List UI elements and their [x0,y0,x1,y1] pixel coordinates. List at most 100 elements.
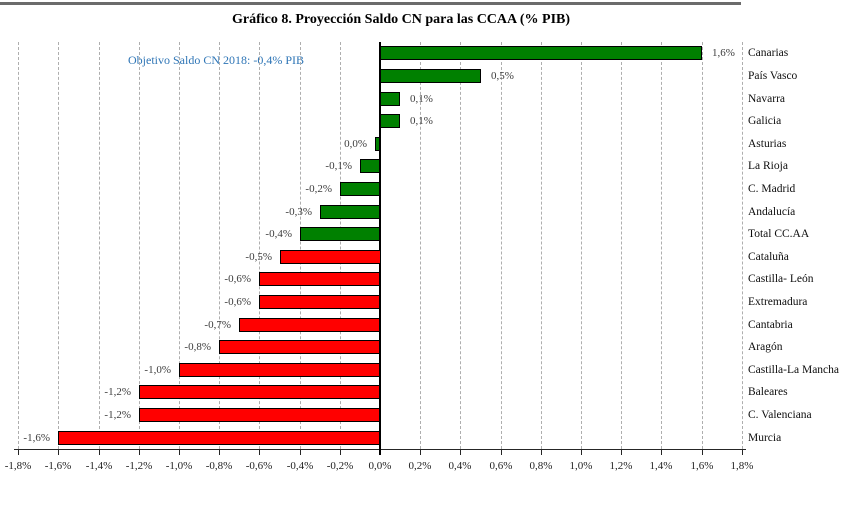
axis-tick [219,449,220,455]
x-tick-label: 1,2% [609,460,633,472]
category-label: Extremadura [748,296,808,308]
x-tick-label: -1,2% [125,460,153,472]
objective-annotation: Objetivo Saldo CN 2018: -0,4% PIB [128,53,304,67]
bar [259,295,380,309]
axis-tick [501,449,502,455]
bar-value-label: -0,2% [305,183,332,195]
gridline [420,42,421,449]
x-tick-label: -0,8% [205,460,233,472]
axis-tick [460,449,461,455]
bar-value-label: -0,8% [184,341,211,353]
title-wrap: Gráfico 8. Proyección Saldo CN para las … [0,10,802,28]
bar-value-label: -0,1% [325,160,352,172]
x-tick-label: 0,6% [489,460,513,472]
x-tick-label: -0,6% [245,460,273,472]
bar [280,250,381,264]
gridline [702,42,703,449]
bar-value-label: 1,6% [712,47,735,59]
category-label: Aragón [748,341,783,353]
axis-tick [259,449,260,455]
x-tick-label: -0,4% [286,460,314,472]
bar-value-label: -0,7% [204,319,231,331]
bar-value-label: -1,6% [23,432,50,444]
bar [239,318,380,332]
category-label: Asturias [748,138,787,150]
axis-tick [300,449,301,455]
bar [58,431,380,445]
axis-tick [18,449,19,455]
gridline [581,42,582,449]
x-tick-label: -0,2% [326,460,354,472]
axis-tick [58,449,59,455]
category-label: Total CC.AA [748,228,810,240]
category-label: Navarra [748,93,786,105]
bar-value-label: 0,5% [491,70,514,82]
bar [139,385,380,399]
gridline [58,42,59,449]
bar-value-label: -1,0% [144,364,171,376]
gridline [460,42,461,449]
bar [179,363,380,377]
x-tick-label: 1,6% [690,460,714,472]
axis-tick [661,449,662,455]
bar [320,205,380,219]
bar-value-label: -0,4% [265,228,292,240]
category-label: C. Madrid [748,183,796,195]
x-tick-label: 0,8% [529,460,553,472]
bar-value-label: -0,5% [245,251,272,263]
gridline [501,42,502,449]
gridline [742,42,743,449]
axis-tick [179,449,180,455]
bar [219,340,380,354]
bar-value-label: -1,2% [104,386,131,398]
x-tick-label: 0,0% [368,460,392,472]
category-label: C. Valenciana [748,409,812,421]
axis-tick [742,449,743,455]
category-label: Castilla- León [748,273,814,285]
category-label: La Rioja [748,160,788,172]
gridline [259,42,260,449]
bar-value-label: 0,0% [344,138,367,150]
axis-tick [340,449,341,455]
bar-value-label: 0,1% [410,115,433,127]
axis-tick [420,449,421,455]
chart-title: Gráfico 8. Proyección Saldo CN para las … [231,12,571,27]
bar-value-label: -1,2% [104,409,131,421]
bar [380,92,400,106]
x-tick-label: -1,6% [44,460,72,472]
x-tick-label: -1,8% [4,460,32,472]
category-label: Baleares [748,386,788,398]
gridline [139,42,140,449]
bar-value-label: -0,3% [285,206,312,218]
axis-tick [702,449,703,455]
x-tick-label: -1,4% [85,460,113,472]
category-label: Murcia [748,432,782,444]
gridline [179,42,180,449]
gridline [300,42,301,449]
x-tick-label: 1,0% [569,460,593,472]
gridline [661,42,662,449]
axis-tick [581,449,582,455]
bar [380,46,702,60]
category-label: Castilla-La Mancha [748,364,840,376]
x-tick-label: 1,4% [649,460,673,472]
gridline [340,42,341,449]
top-divider [0,2,741,5]
axis-tick [99,449,100,455]
category-label: País Vasco [748,70,798,82]
bar-value-label: -0,6% [224,296,251,308]
bar [360,159,380,173]
bar [375,137,380,151]
x-tick-label: 0,2% [408,460,432,472]
category-label: Cataluña [748,251,789,263]
bar [380,114,400,128]
gridline [219,42,220,449]
x-tick-label: -1,0% [165,460,193,472]
category-label: Galicia [748,115,782,127]
category-label: Cantabria [748,319,793,331]
x-tick-label: 0,4% [448,460,472,472]
zero-axis-line [379,42,381,455]
bar-value-label: -0,6% [224,273,251,285]
